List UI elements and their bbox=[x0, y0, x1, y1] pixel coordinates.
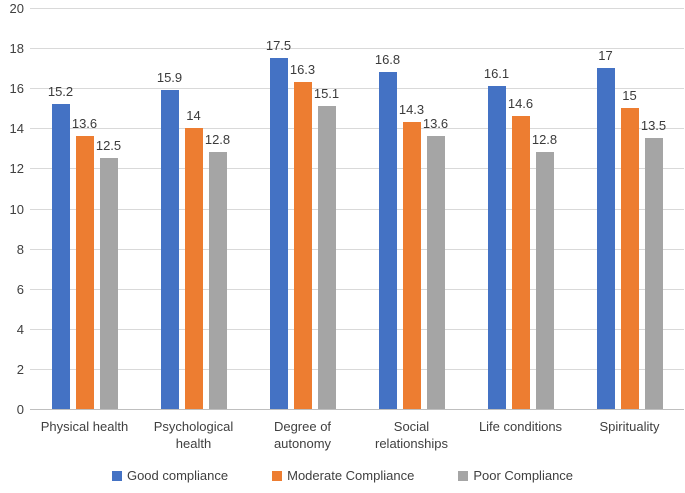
gridline bbox=[30, 288, 684, 290]
bar bbox=[51, 104, 70, 409]
bar bbox=[402, 122, 421, 409]
y-tick-label: 4 bbox=[16, 321, 24, 337]
bar-value-label: 14 bbox=[186, 108, 201, 124]
y-tick-label: 14 bbox=[9, 121, 24, 137]
x-category-label: Degree of autonomy bbox=[273, 419, 332, 451]
legend-item: Good compliance bbox=[111, 468, 229, 483]
bar-value-label: 13.5 bbox=[640, 118, 667, 134]
legend-item: Poor Compliance bbox=[458, 468, 573, 483]
bar bbox=[160, 90, 179, 409]
bar-value-label: 14.3 bbox=[398, 102, 425, 118]
bar-value-label: 15 bbox=[622, 88, 637, 104]
bar-value-label: 17.5 bbox=[265, 38, 292, 54]
bar bbox=[487, 86, 506, 409]
gridline bbox=[30, 328, 684, 330]
gridline bbox=[30, 88, 684, 90]
y-tick-label: 8 bbox=[16, 241, 24, 257]
legend-marker bbox=[111, 470, 122, 481]
x-category-label: Life conditions bbox=[478, 419, 563, 434]
bar bbox=[535, 152, 554, 409]
legend-marker bbox=[272, 470, 283, 481]
y-tick-label: 2 bbox=[16, 361, 24, 377]
bar bbox=[184, 128, 203, 409]
legend-marker bbox=[458, 470, 469, 481]
gridline bbox=[30, 208, 684, 210]
bar bbox=[511, 116, 530, 409]
legend-item: Moderate Compliance bbox=[272, 468, 414, 483]
bar-value-label: 16.1 bbox=[483, 66, 510, 82]
bar-value-label: 15.1 bbox=[313, 86, 340, 102]
bar bbox=[378, 72, 397, 409]
bar-value-label: 16.8 bbox=[374, 52, 401, 68]
legend-label: Moderate Compliance bbox=[287, 468, 415, 483]
gridline bbox=[30, 48, 684, 50]
y-tick-label: 10 bbox=[9, 201, 24, 217]
gridline bbox=[30, 128, 684, 130]
bar bbox=[269, 58, 288, 409]
x-category-label: Social relationships bbox=[375, 419, 448, 451]
gridline bbox=[30, 248, 684, 250]
y-tick-label: 0 bbox=[16, 402, 24, 417]
y-tick-label: 20 bbox=[9, 1, 24, 16]
bar-value-label: 12.8 bbox=[204, 132, 231, 148]
gridline bbox=[30, 168, 684, 170]
bar-value-label: 12.8 bbox=[531, 132, 558, 148]
x-category-label: Spirituality bbox=[599, 419, 660, 434]
bar bbox=[293, 82, 312, 409]
bar bbox=[99, 158, 118, 409]
legend-label: Good compliance bbox=[126, 468, 229, 483]
y-tick-label: 18 bbox=[9, 41, 24, 57]
legend: Good compliance Moderate Compliance Poor C… bbox=[0, 468, 685, 483]
bar-value-label: 15.9 bbox=[156, 70, 183, 86]
y-tick-label: 16 bbox=[9, 81, 24, 97]
bar bbox=[644, 138, 663, 409]
x-category-label: Physical health bbox=[40, 419, 129, 434]
bar-value-label: 13.6 bbox=[71, 116, 98, 132]
bar bbox=[620, 108, 639, 409]
bar-value-label: 16.3 bbox=[289, 62, 316, 78]
bar-value-label: 17 bbox=[598, 48, 613, 64]
bar-value-label: 15.2 bbox=[47, 84, 74, 100]
x-category-label: Psychological health bbox=[153, 419, 234, 451]
bar bbox=[75, 136, 94, 409]
gridline bbox=[30, 368, 684, 370]
bar bbox=[426, 136, 445, 409]
bar-value-label: 14.6 bbox=[507, 96, 534, 112]
bar bbox=[596, 68, 615, 409]
bar bbox=[208, 152, 227, 409]
legend-label: Poor Compliance bbox=[473, 468, 574, 483]
y-tick-label: 12 bbox=[9, 161, 24, 177]
bar-value-label: 13.6 bbox=[422, 116, 449, 132]
bar bbox=[317, 106, 336, 409]
bar-value-label: 12.5 bbox=[95, 138, 122, 154]
gridline bbox=[30, 8, 684, 9]
x-axis-line bbox=[30, 409, 684, 410]
y-tick-label: 6 bbox=[16, 281, 24, 297]
